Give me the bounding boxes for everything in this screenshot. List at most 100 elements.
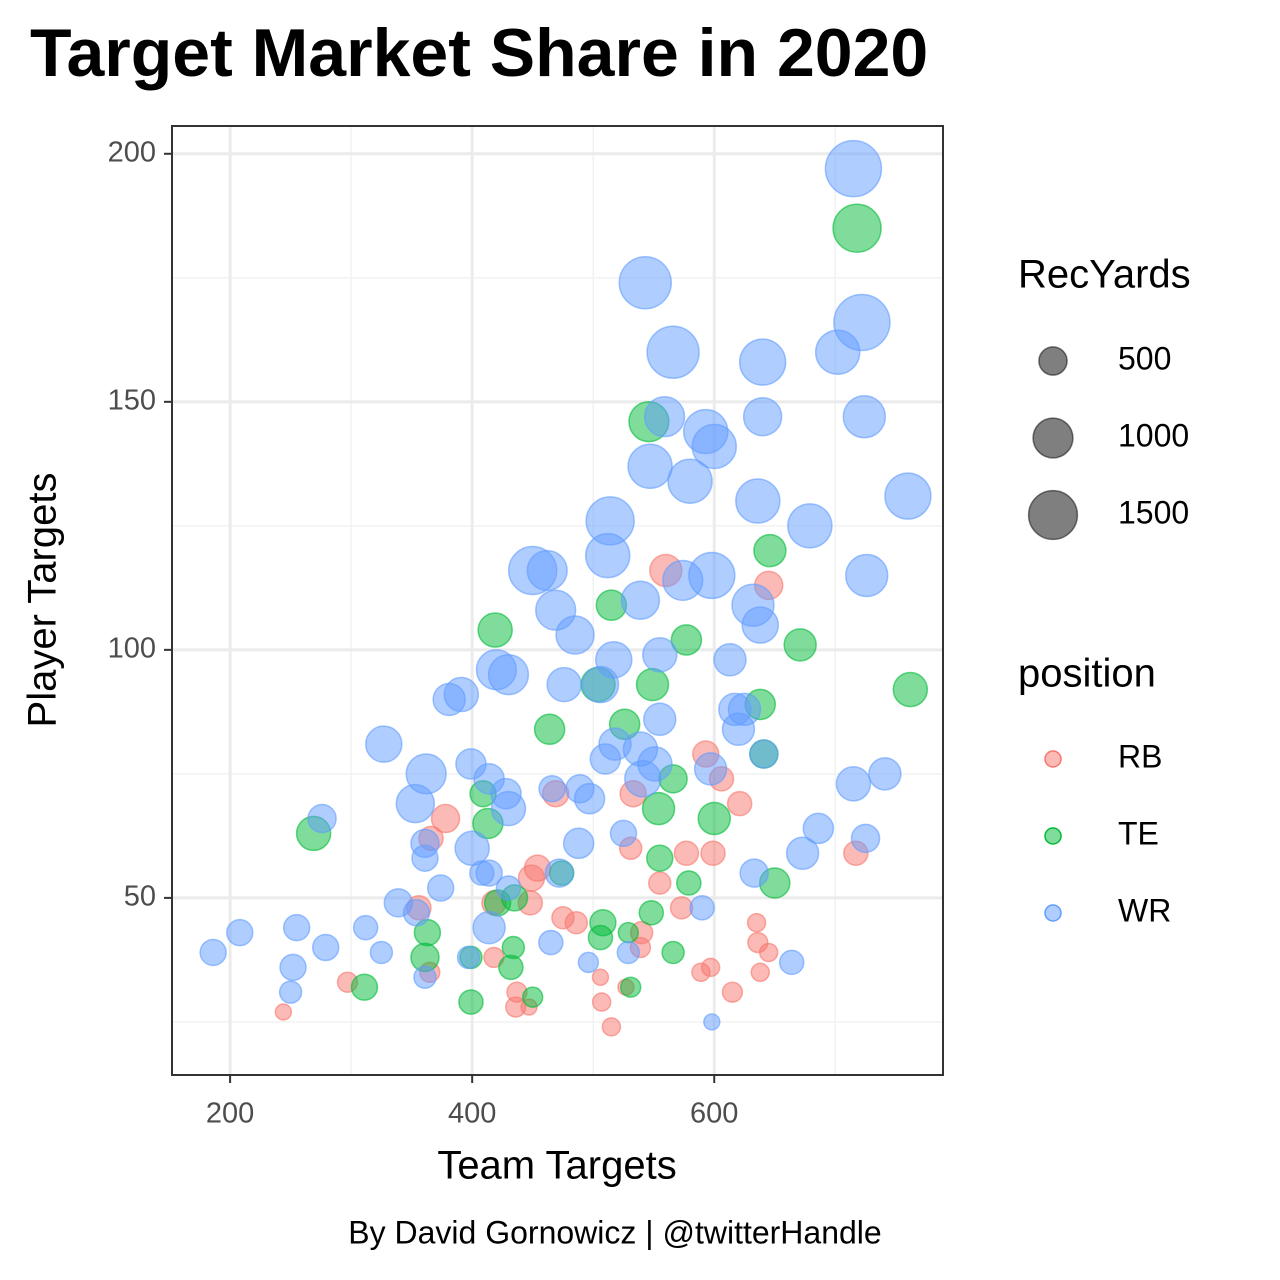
bubble — [703, 1013, 721, 1031]
bubble — [616, 940, 641, 965]
bubble — [581, 665, 620, 704]
color-legend-title: position — [1018, 652, 1156, 696]
bubble — [618, 256, 672, 310]
bubble — [458, 989, 484, 1015]
bubble — [741, 606, 780, 644]
bubble — [226, 918, 254, 947]
bubble — [601, 1017, 622, 1037]
bubble — [738, 338, 787, 386]
bubble — [824, 139, 883, 198]
bubble — [526, 549, 568, 592]
bubble — [783, 628, 817, 662]
bubble — [726, 790, 753, 817]
panel-border — [171, 125, 944, 1076]
bubble — [669, 896, 694, 920]
x-tick-label: 600 — [690, 1098, 738, 1130]
bubble — [589, 743, 622, 775]
bubble — [584, 532, 631, 579]
size-legend-label: 1000 — [1118, 417, 1189, 453]
color-legend-label: RB — [1118, 738, 1162, 774]
bubble — [411, 844, 439, 872]
bubble — [620, 580, 661, 621]
bubble — [498, 954, 524, 981]
bubble — [350, 973, 379, 1001]
bubble — [627, 443, 673, 490]
size-legend-label: 1500 — [1118, 494, 1189, 530]
bubble — [735, 478, 781, 524]
x-axis-label: Team Targets — [437, 1144, 676, 1188]
bubble — [199, 938, 227, 967]
size-legend-key — [1038, 346, 1068, 376]
bubble — [758, 942, 779, 963]
bubble — [721, 712, 756, 746]
bubble — [282, 913, 311, 942]
bubble — [787, 503, 833, 549]
bubble — [278, 980, 303, 1004]
bubble — [700, 840, 726, 867]
bubble — [573, 782, 606, 815]
y-tick-label: 100 — [108, 633, 156, 665]
bubble — [591, 968, 610, 986]
bubble — [739, 858, 769, 888]
bubble — [643, 396, 686, 438]
y-axis-label: Player Targets — [21, 473, 65, 728]
bubble — [475, 859, 503, 887]
bubble — [785, 836, 820, 871]
bubble — [456, 945, 481, 970]
bubble — [742, 396, 783, 437]
bubble — [624, 760, 662, 798]
bubble — [490, 790, 527, 827]
bubble — [521, 986, 544, 1008]
bubble — [365, 725, 403, 763]
bubble — [662, 559, 704, 602]
bubble — [693, 752, 728, 786]
bubble — [643, 702, 677, 737]
bubble — [472, 910, 506, 945]
bubble — [648, 871, 672, 895]
bubble — [413, 965, 437, 990]
bubble — [691, 962, 711, 983]
color-legend-key — [1044, 750, 1062, 768]
bubble — [646, 844, 674, 872]
y-tick-label: 50 — [124, 881, 156, 913]
bubble — [646, 325, 700, 379]
bubble — [533, 713, 566, 746]
bubble — [591, 992, 612, 1012]
bubble — [868, 757, 902, 791]
bubble — [638, 899, 665, 926]
bubble — [538, 929, 564, 956]
size-legend-key — [1032, 417, 1074, 459]
x-tick-label: 200 — [206, 1098, 254, 1130]
color-legend-key — [1044, 827, 1062, 845]
bubble — [642, 637, 678, 673]
bubble — [713, 643, 747, 677]
bubble — [667, 458, 713, 504]
bubble — [850, 823, 881, 854]
bubble — [842, 394, 887, 439]
color-legend-label: TE — [1118, 815, 1159, 851]
bubble — [430, 803, 461, 834]
bubble — [562, 827, 595, 860]
bubble — [307, 803, 337, 834]
points — [199, 139, 932, 1037]
bubble — [487, 653, 530, 696]
color-legend-label: WR — [1118, 892, 1171, 928]
bubble — [691, 423, 737, 470]
bubble — [555, 615, 595, 655]
bubble — [274, 1003, 293, 1021]
bubble — [495, 875, 522, 901]
caption: By David Gornowicz | @twitterHandle — [348, 1214, 881, 1250]
bubble — [352, 914, 379, 941]
color-legend-key — [1044, 904, 1062, 922]
bubble — [778, 949, 805, 976]
bubble — [402, 899, 431, 927]
bubble — [697, 801, 731, 836]
bubble — [454, 830, 490, 867]
bubble — [426, 874, 455, 902]
bubble — [746, 912, 767, 933]
bubble — [577, 951, 600, 974]
bubble — [689, 895, 715, 921]
x-tick-label: 400 — [448, 1098, 496, 1130]
